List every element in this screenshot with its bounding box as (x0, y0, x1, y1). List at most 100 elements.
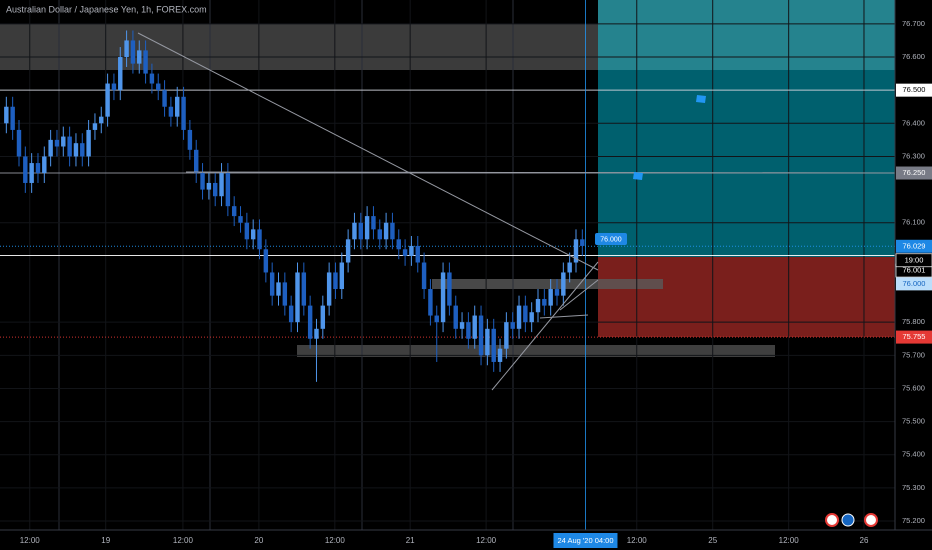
price-badge (896, 239, 932, 253)
candle-body (200, 173, 205, 190)
x-tick-label: 12:00 (325, 536, 346, 545)
candle-body (535, 298, 541, 313)
candle-body (428, 289, 433, 316)
candle-body (168, 106, 174, 117)
candle-body (257, 229, 262, 250)
candle-body (523, 305, 528, 323)
y-tick-label: 75.400 (902, 450, 925, 459)
candle-body (301, 272, 307, 306)
toolbar-icons[interactable] (825, 513, 878, 527)
entry-label: 76.000 (600, 236, 622, 243)
y-tick-label: 75.700 (902, 350, 925, 359)
candle-body (377, 229, 382, 240)
candle-body (326, 272, 332, 306)
candle-body (282, 282, 288, 306)
candle-body (67, 136, 72, 157)
y-tick-label: 75.800 (902, 317, 925, 326)
crosshair-label: 24 Aug '20 04:00 (557, 536, 613, 545)
trend-line (491, 261, 599, 391)
entry-badge (595, 233, 627, 245)
x-tick-label: 26 (860, 536, 869, 545)
stop-zone (598, 257, 895, 337)
candle-body (250, 229, 256, 240)
price-badge-label: 76.000 (903, 279, 926, 288)
candle-body (567, 262, 572, 273)
price-badge-label: 75.755 (903, 332, 926, 341)
candle-body (80, 143, 85, 157)
icon[interactable] (825, 513, 839, 527)
drawings: 76.000 (137, 32, 896, 391)
candles (4, 0, 586, 530)
candle-body (130, 40, 136, 64)
candle-body (212, 182, 218, 197)
candle-body (307, 305, 313, 339)
candle-body (542, 298, 547, 306)
candle-body (497, 348, 503, 362)
x-tick-label: 12:00 (627, 536, 648, 545)
y-tick-label: 75.600 (902, 383, 925, 392)
candle-body (54, 139, 60, 147)
candle-body (440, 272, 446, 323)
candle-body (390, 222, 395, 240)
candle-body (383, 222, 389, 240)
candle-body (510, 322, 515, 329)
candle-body (48, 139, 53, 157)
trend-line (539, 314, 589, 319)
axes: 76.700 76.600 76.400 76.300 76.100 75.800 75.7… (20, 19, 932, 548)
icon[interactable] (841, 513, 855, 527)
candle-body (219, 173, 224, 197)
candle-body (225, 173, 231, 207)
x-tick-label: 20 (254, 536, 263, 545)
candle-body (314, 328, 319, 339)
candle-body (143, 50, 148, 74)
icon[interactable] (864, 513, 878, 527)
candle-body (453, 305, 458, 329)
price-badge (896, 166, 932, 180)
candle-body (4, 106, 9, 124)
candle-body (42, 156, 47, 174)
zones (0, 0, 895, 530)
candle-body (295, 272, 300, 323)
y-tick-label: 76.600 (902, 52, 925, 61)
candle-body (156, 83, 161, 91)
arrow-marker (633, 172, 643, 180)
candle-body (16, 129, 22, 157)
y-tick-label: 76.400 (902, 118, 925, 127)
candle-body (187, 129, 193, 150)
grid (0, 0, 895, 530)
y-tick-label: 76.100 (902, 218, 925, 227)
candle-body (459, 322, 465, 329)
candle-body (548, 289, 553, 306)
y-tick-label: 75.300 (902, 483, 925, 492)
target-zone-top (598, 0, 895, 70)
trend-line (137, 32, 599, 271)
candle-body (263, 249, 269, 273)
candle-body (415, 245, 420, 263)
candle-body (333, 272, 338, 290)
candle-body (478, 315, 484, 356)
candle-body (175, 96, 180, 117)
candle-body (529, 312, 534, 323)
candle-body (561, 272, 566, 296)
candle-body (194, 149, 199, 174)
candle-body (181, 96, 186, 130)
candle-body (10, 106, 15, 130)
price-badge (896, 330, 932, 344)
price-badge (896, 277, 932, 291)
candle-body (288, 305, 294, 323)
candle-body (447, 272, 452, 306)
price-badge-label: 76.001 (903, 266, 926, 275)
y-tick-label: 75.200 (902, 516, 925, 525)
candle-body (231, 206, 237, 217)
level-line (185, 171, 896, 174)
candle-body (23, 156, 28, 183)
candle-body (269, 272, 275, 296)
candle-body (35, 163, 41, 174)
candle-body (238, 216, 243, 223)
candle-body (124, 40, 129, 58)
candle-body (554, 289, 560, 296)
countdown: 19:00 (905, 255, 924, 264)
candle-body (99, 116, 104, 124)
price-badge-label: 76.500 (903, 85, 926, 94)
candle-body (162, 90, 167, 107)
